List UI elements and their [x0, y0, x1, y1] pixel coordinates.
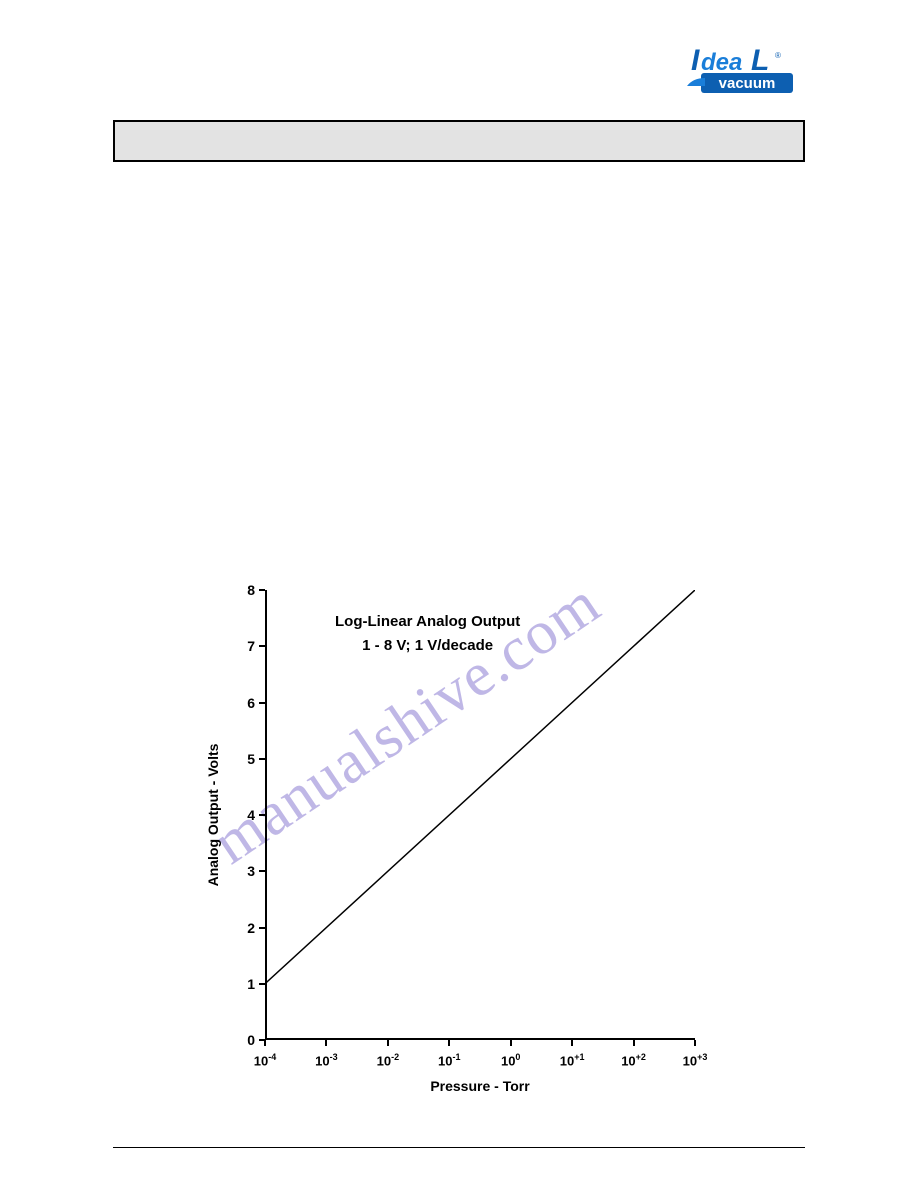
x-axis-label: Pressure - Torr [430, 1078, 529, 1094]
y-axis-label: Analog Output - Volts [205, 744, 221, 887]
x-tick-label: 10+3 [683, 1052, 708, 1068]
svg-text:L: L [751, 44, 769, 77]
x-tick [633, 1040, 635, 1046]
y-tick-label: 3 [231, 863, 255, 879]
svg-text:dea: dea [701, 49, 742, 76]
svg-text:vacuum: vacuum [719, 75, 776, 92]
y-tick-label: 1 [231, 976, 255, 992]
y-tick-label: 6 [231, 695, 255, 711]
x-tick-label: 10-1 [438, 1052, 460, 1068]
svg-text:I: I [691, 44, 700, 77]
y-tick-label: 7 [231, 638, 255, 654]
x-tick [571, 1040, 573, 1046]
x-tick-label: 10-4 [254, 1052, 276, 1068]
x-tick-label: 10+1 [560, 1052, 585, 1068]
y-tick [259, 983, 265, 985]
footer-rule [113, 1147, 805, 1148]
chart-container: Log-Linear Analog Output 1 - 8 V; 1 V/de… [190, 590, 740, 1130]
section-header-bar [113, 120, 805, 162]
x-tick-label: 10-3 [315, 1052, 337, 1068]
y-tick [259, 870, 265, 872]
brand-logo: I dea L ® vacuum [683, 40, 813, 100]
y-tick [259, 589, 265, 591]
y-tick-label: 4 [231, 807, 255, 823]
x-tick [387, 1040, 389, 1046]
y-tick [259, 927, 265, 929]
x-tick [448, 1040, 450, 1046]
y-tick-label: 5 [231, 751, 255, 767]
y-tick-label: 0 [231, 1032, 255, 1048]
y-tick-label: 8 [231, 582, 255, 598]
x-tick [510, 1040, 512, 1046]
x-tick-label: 10-2 [377, 1052, 399, 1068]
x-tick [694, 1040, 696, 1046]
data-line [265, 590, 695, 1040]
plot-area: Log-Linear Analog Output 1 - 8 V; 1 V/de… [265, 590, 695, 1040]
y-tick [259, 758, 265, 760]
y-tick-label: 2 [231, 920, 255, 936]
x-tick [325, 1040, 327, 1046]
x-tick-label: 100 [501, 1052, 520, 1068]
y-tick [259, 645, 265, 647]
x-tick [264, 1040, 266, 1046]
y-tick [259, 814, 265, 816]
svg-text:®: ® [775, 51, 781, 60]
x-tick-label: 10+2 [621, 1052, 646, 1068]
y-tick [259, 702, 265, 704]
